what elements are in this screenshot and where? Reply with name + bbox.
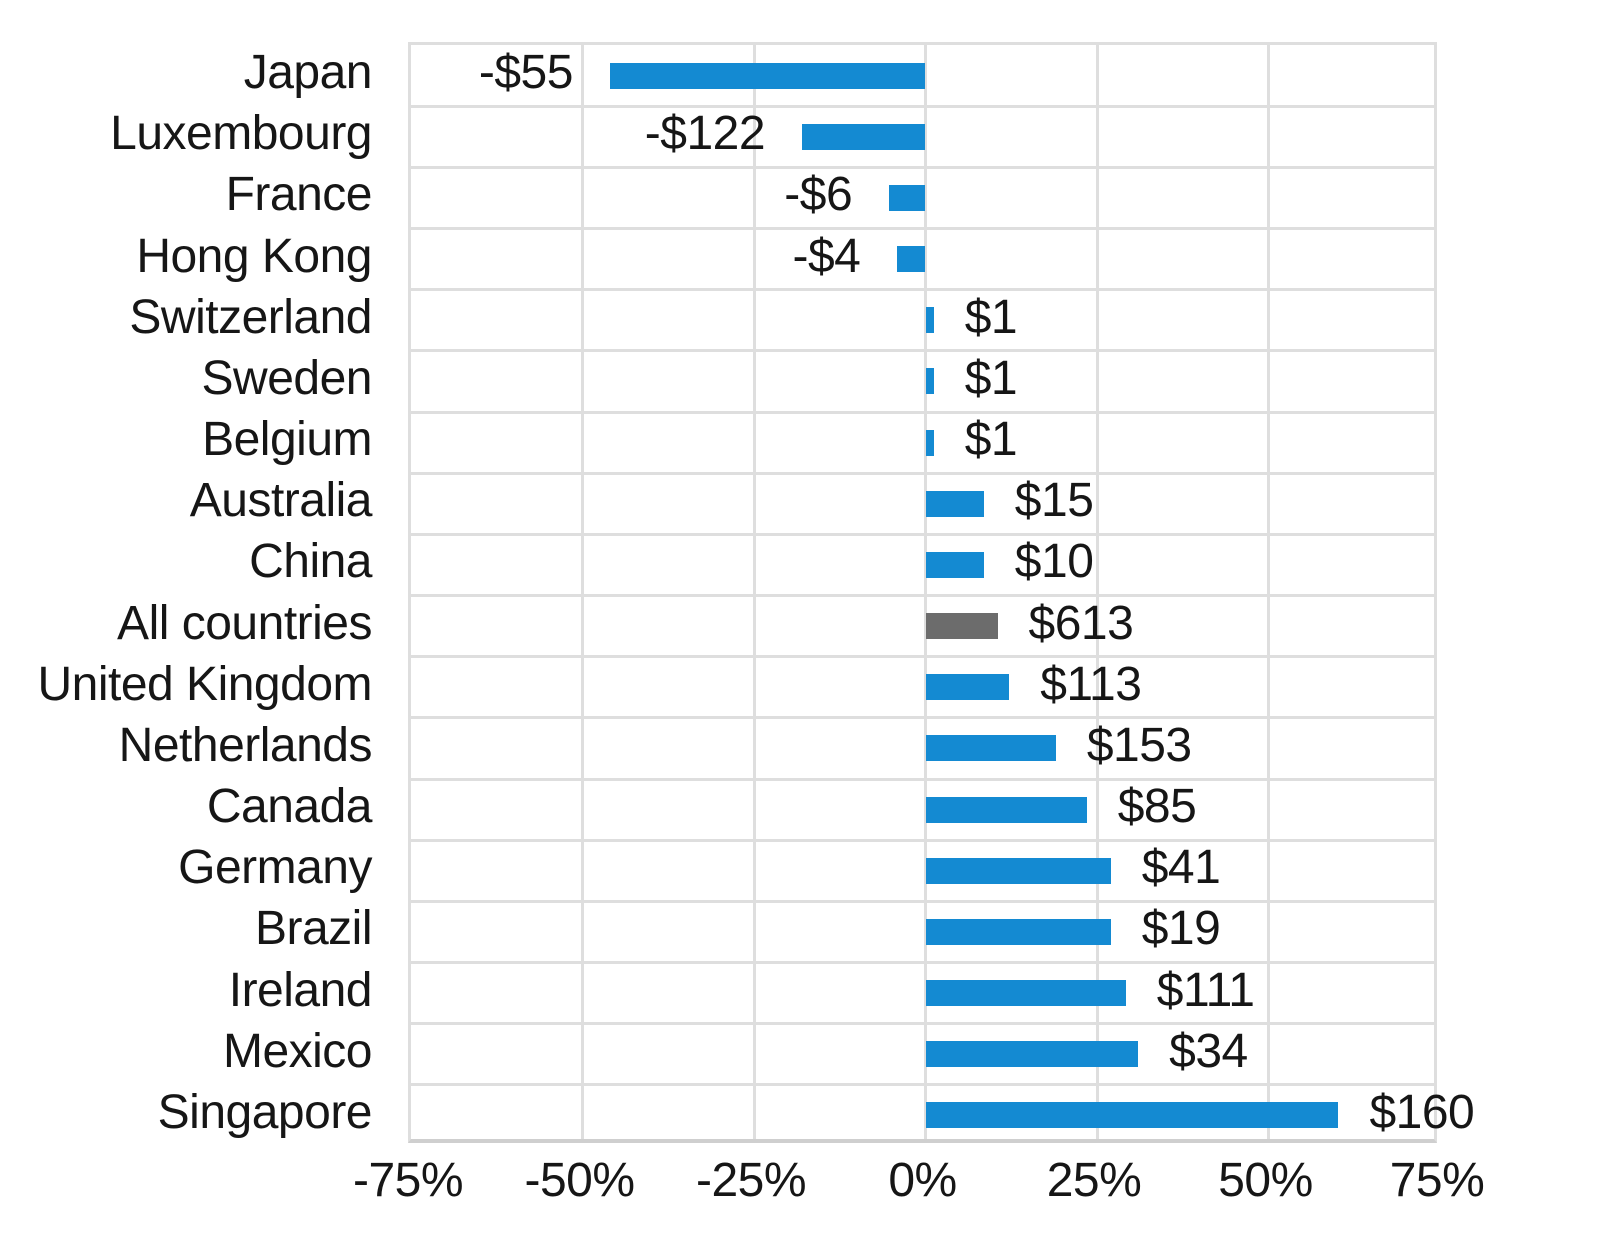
horizontal-gridline xyxy=(411,410,1434,414)
bar-switzerland xyxy=(925,307,934,334)
horizontal-gridline xyxy=(411,1022,1434,1026)
category-label: Canada xyxy=(206,780,373,834)
category-label: Netherlands xyxy=(118,718,373,772)
category-label: Sweden xyxy=(201,351,373,405)
x-axis-tick-label: 25% xyxy=(1046,1153,1142,1207)
category-label: France xyxy=(225,168,373,222)
value-label: $1 xyxy=(964,351,1018,405)
value-label: -$6 xyxy=(784,168,853,222)
category-label: Germany xyxy=(178,841,372,895)
x-axis-tick-label: 0% xyxy=(888,1153,957,1207)
value-label: $19 xyxy=(1141,902,1221,956)
category-label: Brazil xyxy=(254,902,373,956)
category-label: Japan xyxy=(243,46,373,100)
horizontal-gridline xyxy=(411,532,1434,536)
horizontal-gridline xyxy=(411,1083,1434,1087)
horizontal-gridline xyxy=(411,165,1434,169)
value-label: $34 xyxy=(1169,1024,1248,1078)
value-label: $10 xyxy=(1014,535,1094,589)
bar-australia xyxy=(925,490,984,517)
category-label: Hong Kong xyxy=(136,229,372,283)
category-label: All countries xyxy=(117,596,372,650)
bar-belgium xyxy=(925,429,934,456)
horizontal-gridline xyxy=(411,104,1434,108)
category-label: Singapore xyxy=(157,1085,373,1139)
bar-mexico xyxy=(925,1041,1139,1068)
category-label: United Kingdom xyxy=(37,657,372,711)
bar-china xyxy=(925,551,984,578)
category-label: Switzerland xyxy=(129,290,372,344)
value-label: -$4 xyxy=(792,229,861,283)
horizontal-gridline xyxy=(411,899,1434,903)
bar-luxembourg xyxy=(802,123,926,150)
horizontal-gridline xyxy=(411,716,1434,720)
bar-germany xyxy=(925,857,1111,884)
bar-all-countries xyxy=(925,613,998,640)
value-label: $113 xyxy=(1040,657,1142,711)
category-label: Belgium xyxy=(202,413,372,467)
plot-area xyxy=(408,42,1437,1143)
value-label: $1 xyxy=(964,290,1018,344)
bar-japan xyxy=(609,62,926,89)
x-axis-tick-label: -25% xyxy=(695,1153,807,1207)
horizontal-gridline xyxy=(411,777,1434,781)
category-label: Mexico xyxy=(222,1024,373,1078)
x-axis-tick-label: 50% xyxy=(1218,1153,1313,1207)
vertical-gridline xyxy=(1095,45,1099,1139)
bar-netherlands xyxy=(925,735,1056,762)
category-label: China xyxy=(249,535,372,589)
horizontal-gridline xyxy=(411,655,1434,659)
x-axis-tick-label: -75% xyxy=(352,1153,464,1207)
bar-united-kingdom xyxy=(925,674,1010,701)
horizontal-gridline xyxy=(411,471,1434,475)
value-label: $85 xyxy=(1117,780,1197,834)
vertical-gridline xyxy=(1267,45,1270,1139)
value-label: $111 xyxy=(1156,963,1255,1017)
category-label: Australia xyxy=(189,474,373,528)
bar-brazil xyxy=(925,918,1111,945)
category-label: Ireland xyxy=(228,963,373,1017)
category-label: Luxembourg xyxy=(110,107,372,161)
value-label: $15 xyxy=(1014,474,1094,528)
bar-hong-kong xyxy=(897,246,926,273)
vertical-gridline xyxy=(581,45,584,1139)
horizontal-gridline xyxy=(411,288,1434,292)
vertical-gridline xyxy=(924,45,927,1139)
bar-ireland xyxy=(925,980,1126,1007)
value-label: $153 xyxy=(1086,718,1192,772)
horizontal-gridline xyxy=(411,838,1434,842)
x-axis-tick-label: 75% xyxy=(1389,1153,1485,1207)
value-label: $1 xyxy=(964,413,1018,467)
bar-france xyxy=(889,184,926,211)
vertical-gridline xyxy=(752,45,756,1139)
horizontal-gridline xyxy=(411,594,1434,597)
value-label: -$55 xyxy=(478,46,574,100)
horizontal-gridline xyxy=(411,349,1434,353)
value-label: $160 xyxy=(1369,1085,1475,1139)
value-label: $41 xyxy=(1141,841,1221,895)
x-axis-tick-label: -50% xyxy=(524,1153,635,1207)
bar-sweden xyxy=(925,368,934,395)
bar-singapore xyxy=(925,1102,1339,1129)
horizontal-gridline xyxy=(411,227,1434,230)
horizontal-gridline xyxy=(411,961,1434,964)
bar-canada xyxy=(925,796,1087,823)
value-label: -$122 xyxy=(644,107,766,161)
value-label: $613 xyxy=(1028,596,1134,650)
